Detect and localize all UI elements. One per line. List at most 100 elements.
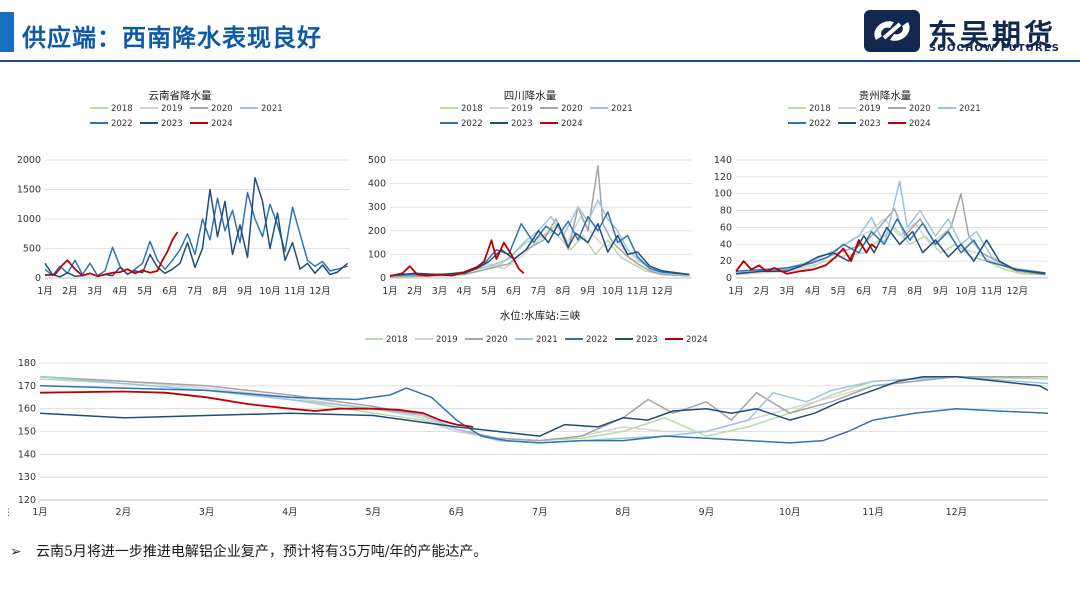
legend-label-2022: 2022 xyxy=(111,119,133,129)
three-gorges-water-level-chart: 水位:水库站:三峡 2018 2019 2020 2021 2022 2023 2024 120… xyxy=(18,309,1049,518)
legend-label-2018: 2018 xyxy=(809,104,831,114)
y-tick-label: 300 xyxy=(368,202,386,213)
footer-bullet: ➢ 云南5月将进一步推进电解铝企业复产，预计将有35万吨/年的产能达产。 xyxy=(10,541,487,561)
x-tick-label: 4月 xyxy=(282,507,298,518)
x-tick-label: 5月 xyxy=(137,286,153,297)
x-tick-label: 4月 xyxy=(805,286,821,297)
legend-label-2021: 2021 xyxy=(959,104,981,114)
x-tick-label: 3月 xyxy=(432,286,448,297)
series-line-2018 xyxy=(735,226,1046,276)
x-tick-label: 11月 xyxy=(862,507,884,518)
y-tick-label: 80 xyxy=(720,206,732,217)
arrow-bullet-icon: ➢ xyxy=(10,544,22,560)
x-tick-label: 3月 xyxy=(779,286,795,297)
x-tick-label: 7月 xyxy=(532,507,548,518)
series-line-2024 xyxy=(39,390,474,428)
y-tick-label: 120 xyxy=(18,495,36,506)
legend-label-2022: 2022 xyxy=(809,119,831,129)
x-tick-label: 8月 xyxy=(907,286,923,297)
legend-label-2022: 2022 xyxy=(461,119,483,129)
x-tick-label: 1月 xyxy=(382,286,398,297)
series-line-2022 xyxy=(44,191,348,277)
x-tick-label: 10月 xyxy=(602,286,624,297)
x-tick-label: 10月 xyxy=(259,286,281,297)
x-tick-label: 1月 xyxy=(728,286,744,297)
header-accent-bar xyxy=(0,12,14,52)
header-divider xyxy=(0,60,1080,62)
x-tick-label: 9月 xyxy=(933,286,949,297)
company-logo: 东吴期货 SOOCHOW FUTURES xyxy=(862,8,1072,56)
x-tick-label: 11月 xyxy=(284,286,306,297)
sichuan-rainfall-chart: 四川降水量 2018 2019 2020 2021 2022 2023 2024 0 100 200… xyxy=(368,89,692,297)
x-tick-label: 6月 xyxy=(506,286,522,297)
x-tick-label: 6月 xyxy=(856,286,872,297)
x-tick-label: 1月 xyxy=(32,507,48,518)
series-line-2021 xyxy=(39,375,1049,444)
x-tick-label: 8月 xyxy=(556,286,572,297)
x-tick-label: 2月 xyxy=(116,507,132,518)
y-tick-label: 170 xyxy=(18,381,36,392)
x-tick-label: 6月 xyxy=(162,286,178,297)
chart-title: 贵州降水量 xyxy=(859,89,912,102)
x-tick-label: 2月 xyxy=(754,286,770,297)
legend-label-2020: 2020 xyxy=(561,104,583,114)
legend-label-2022: 2022 xyxy=(586,335,608,345)
x-tick-label: 7月 xyxy=(187,286,203,297)
series-line-2024 xyxy=(44,231,179,278)
y-tick-label: 100 xyxy=(368,249,386,260)
x-tick-label: 7月 xyxy=(531,286,547,297)
x-tick-label: 12月 xyxy=(651,286,673,297)
legend-label-2019: 2019 xyxy=(859,104,881,114)
x-tick-label: 10月 xyxy=(955,286,977,297)
series-line-2020 xyxy=(735,192,1046,276)
x-tick-label: 5月 xyxy=(365,507,381,518)
legend-label-2023: 2023 xyxy=(511,119,533,129)
y-tick-label: 60 xyxy=(720,222,732,233)
legend-label-2024: 2024 xyxy=(686,335,708,345)
x-tick-label: 4月 xyxy=(456,286,472,297)
series-line-2024 xyxy=(389,239,525,277)
legend-label-2019: 2019 xyxy=(511,104,533,114)
series-line-2019 xyxy=(735,218,1046,276)
legend-label-2020: 2020 xyxy=(909,104,931,114)
y-tick-label: 150 xyxy=(18,427,36,438)
yunnan-rainfall-chart: 云南省降水量 2018 2019 2020 2021 2022 2023 2024 0 500 10… xyxy=(17,89,350,297)
series-line-2023 xyxy=(735,226,1046,275)
legend-label-2019: 2019 xyxy=(436,335,458,345)
x-tick-label: 1月 xyxy=(37,286,53,297)
series-line-2024 xyxy=(735,239,878,275)
y-tick-label: 100 xyxy=(714,189,732,200)
x-tick-label: 5月 xyxy=(481,286,497,297)
legend-label-2024: 2024 xyxy=(211,119,233,129)
y-tick-label: 1500 xyxy=(17,185,41,196)
x-tick-label: 7月 xyxy=(882,286,898,297)
x-tick-label: 3月 xyxy=(87,286,103,297)
y-tick-label: 120 xyxy=(714,172,732,183)
chart-title: 四川降水量 xyxy=(504,89,557,102)
y-tick-label: 160 xyxy=(18,404,36,415)
page-title: 供应端：西南降水表现良好 xyxy=(22,24,322,52)
series-line-2023 xyxy=(39,375,1049,437)
y-tick-label: 500 xyxy=(23,244,41,255)
logo-cn-text: 东吴期货 xyxy=(928,18,1057,52)
x-tick-label: 8月 xyxy=(615,507,631,518)
series-line-2021 xyxy=(389,199,690,277)
y-tick-label: 180 xyxy=(18,358,36,369)
footer-bullet-text: 云南5月将进一步推进电解铝企业复产，预计将有35万吨/年的产能达产。 xyxy=(36,544,488,560)
chart-title: 云南省降水量 xyxy=(149,89,212,102)
x-tick-label: 12月 xyxy=(1007,286,1029,297)
legend-label-2024: 2024 xyxy=(909,119,931,129)
y-tick-label: 130 xyxy=(18,472,36,483)
y-tick-label: 0 xyxy=(726,273,732,284)
legend-label-2024: 2024 xyxy=(561,119,583,129)
legend-label-2019: 2019 xyxy=(161,104,183,114)
legend-label-2021: 2021 xyxy=(536,335,558,345)
x-tick-label: 9月 xyxy=(237,286,253,297)
x-tick-label: 4月 xyxy=(112,286,128,297)
legend-label-2018: 2018 xyxy=(111,104,133,114)
x-tick-label: 2月 xyxy=(407,286,423,297)
x-tick-label: 3月 xyxy=(199,507,215,518)
x-tick-label: 2月 xyxy=(62,286,78,297)
y-tick-label: 20 xyxy=(720,256,732,267)
series-line-2023 xyxy=(389,222,690,277)
